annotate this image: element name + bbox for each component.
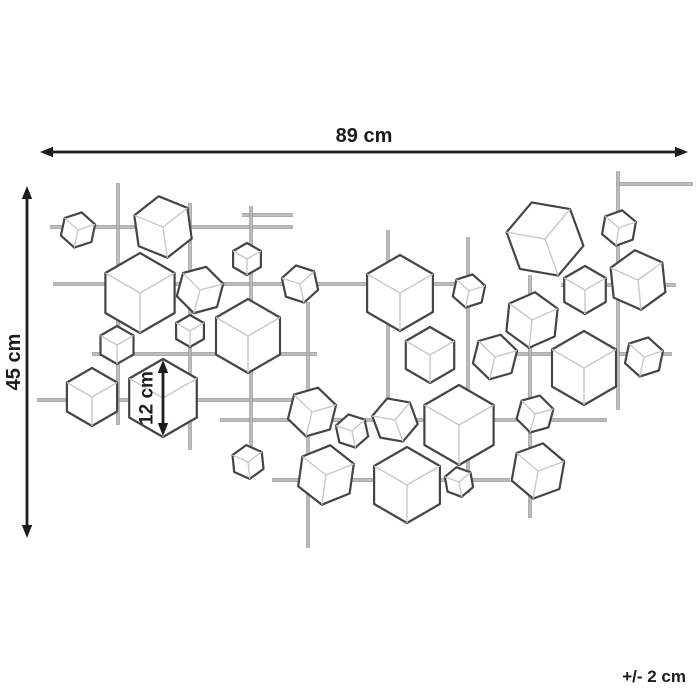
cube [214, 297, 282, 375]
cube [232, 241, 262, 277]
cube-arrow [157, 360, 169, 436]
dimension-arrows [21, 146, 688, 538]
cube-cluster [59, 195, 667, 525]
cube [515, 394, 555, 434]
cube [175, 265, 225, 315]
cube [334, 413, 370, 449]
cube [371, 397, 419, 443]
cube [366, 253, 434, 333]
height-dimension-label: 45 cm [3, 333, 25, 391]
cube [423, 383, 495, 467]
cube [404, 325, 456, 385]
cube [133, 195, 193, 259]
cube [104, 251, 176, 335]
cube [550, 329, 618, 407]
cube [231, 444, 265, 480]
cube [443, 466, 475, 498]
width-dimension-label: 89 cm [335, 125, 393, 147]
width-arrow [40, 146, 688, 158]
cube [505, 201, 585, 277]
cube [297, 444, 355, 506]
cube [99, 324, 135, 366]
cube [505, 291, 559, 349]
cube [563, 264, 607, 316]
cube [65, 366, 119, 428]
cube [373, 445, 441, 525]
cube [510, 442, 566, 500]
cube [175, 313, 205, 349]
cube [600, 209, 638, 247]
cube-size-label: 12 cm [136, 371, 158, 425]
height-arrow [21, 186, 33, 538]
cube [59, 211, 97, 249]
cube [609, 249, 667, 311]
tolerance-label: +/- 2 cm [622, 667, 686, 686]
cube [286, 386, 338, 438]
cube [471, 333, 519, 381]
cube [451, 273, 487, 309]
cube [280, 264, 320, 304]
cube [623, 336, 665, 378]
